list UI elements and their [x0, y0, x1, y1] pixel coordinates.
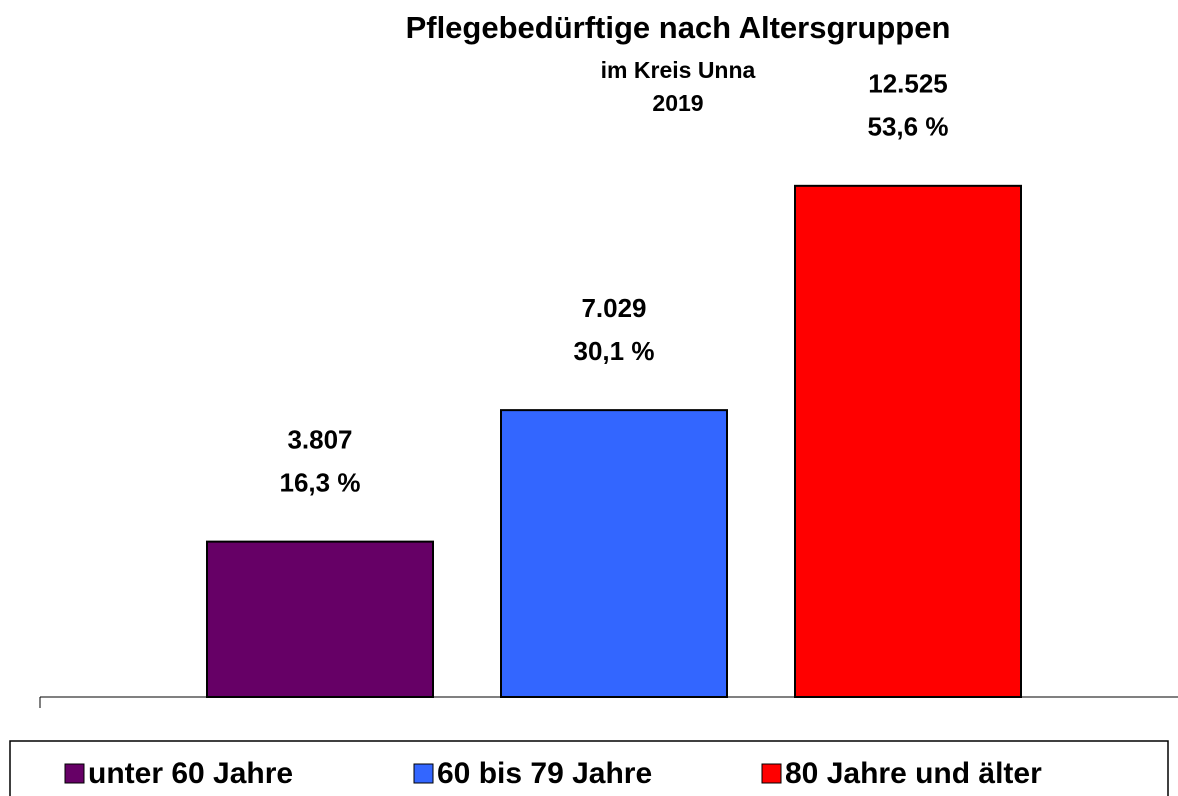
data-label-percent: 16,3 %: [280, 468, 361, 498]
legend-label: 80 Jahre und älter: [785, 757, 1042, 790]
legend-label: 60 bis 79 Jahre: [437, 757, 652, 790]
legend-swatch: [413, 763, 434, 784]
chart-title: Pflegebedürftige nach Altersgruppen: [406, 10, 951, 45]
legend-label: unter 60 Jahre: [88, 757, 293, 790]
bar: [206, 540, 434, 699]
legend-box: [9, 740, 1169, 796]
data-label: 3.807: [287, 425, 352, 455]
chart-subtitle: 2019: [652, 90, 703, 116]
bar: [794, 184, 1022, 699]
data-label: 12.525: [868, 69, 948, 99]
legend-swatch: [761, 763, 782, 784]
data-label: 7.029: [581, 293, 646, 323]
chart-subtitle: im Kreis Unna: [601, 57, 756, 83]
bar: [500, 409, 728, 698]
data-label-percent: 30,1 %: [574, 336, 655, 366]
legend-swatch: [64, 763, 85, 784]
data-label-percent: 53,6 %: [868, 112, 949, 142]
